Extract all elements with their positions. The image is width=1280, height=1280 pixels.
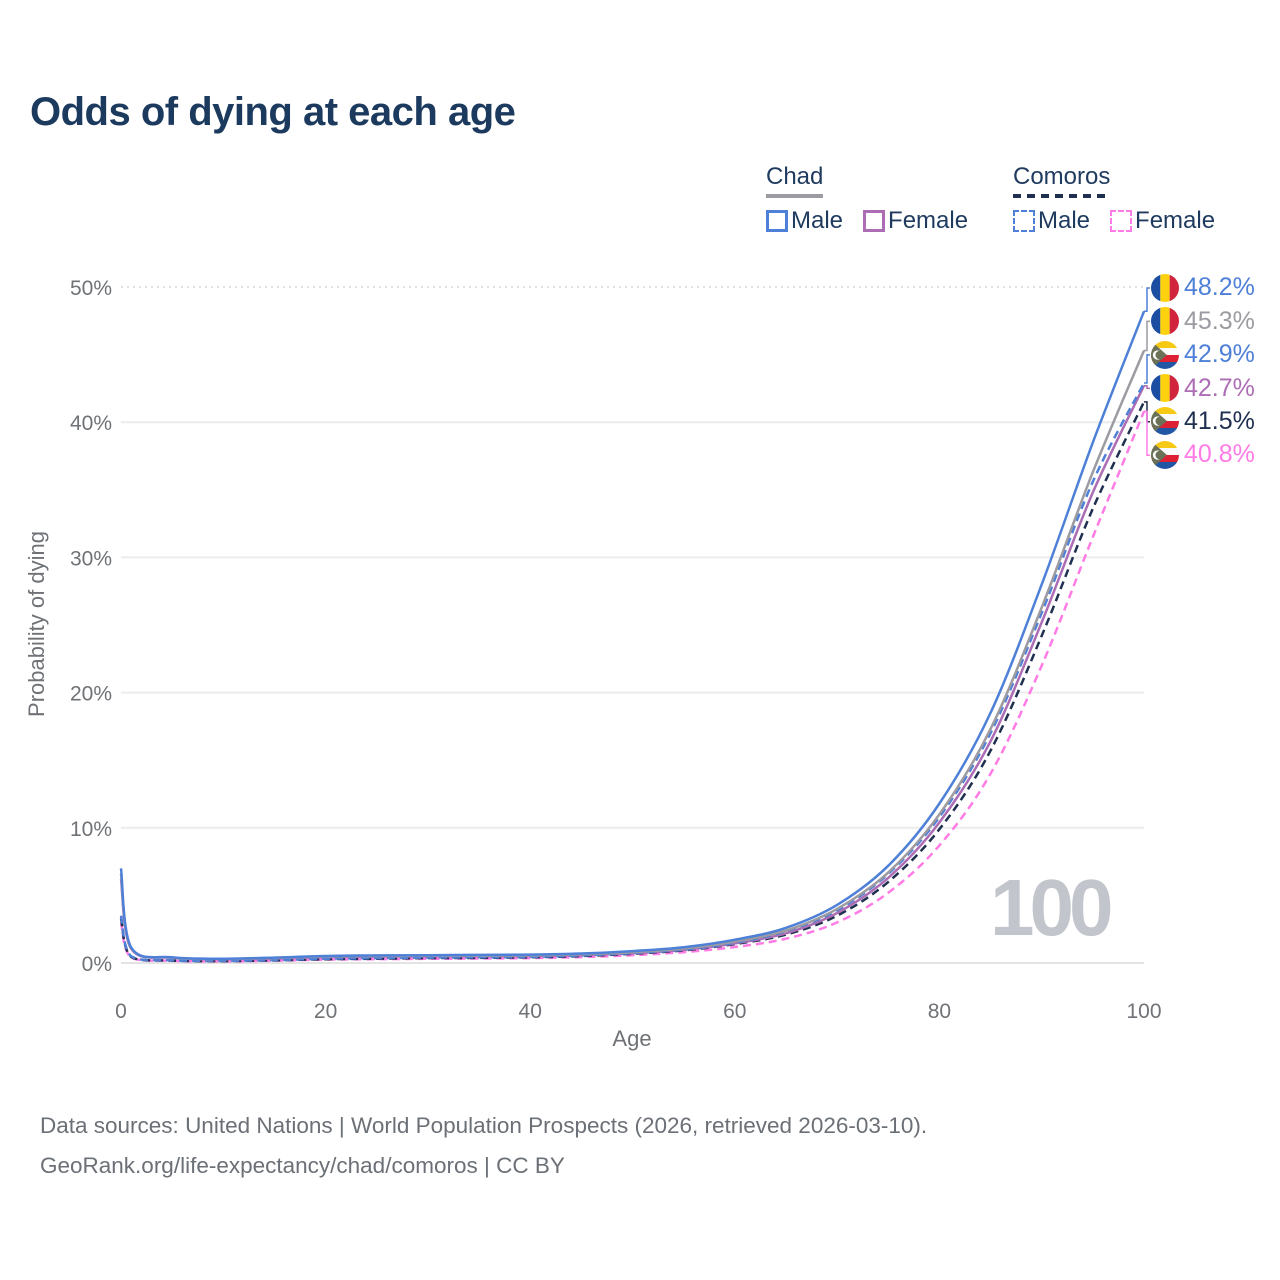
chad-flag-icon — [1151, 374, 1179, 403]
label-connectors — [1144, 287, 1150, 457]
x-tick-label: 80 — [928, 1000, 951, 1023]
footer: Data sources: United Nations | World Pop… — [40, 1106, 927, 1186]
end-label-value-comoros-both: 41.5% — [1184, 406, 1255, 435]
end-label-value-comoros-female: 40.8% — [1184, 440, 1255, 469]
legend-group-chad: Chad Male Female — [766, 163, 988, 235]
end-label-value-chad-female: 42.7% — [1184, 373, 1255, 402]
footer-attribution: GeoRank.org/life-expectancy/chad/comoros… — [40, 1153, 565, 1178]
label-connector-chad-female — [1144, 384, 1150, 390]
x-tick-label: 20 — [314, 1000, 337, 1023]
chad-male-swatch — [766, 210, 788, 232]
chad-flag-icon — [1151, 273, 1179, 302]
legend-label-chad-female: Female — [888, 207, 969, 234]
y-tick-label: 20% — [70, 683, 112, 706]
y-axis-title: Probability of dying — [24, 531, 49, 717]
chad-female-swatch — [863, 210, 886, 232]
legend-group-comoros: Comoros Male Female — [1013, 163, 1235, 235]
end-labels: 48.2% 45.3% 42.9% 42.7% 41.5% 40.8% — [1151, 271, 1255, 472]
x-tick-label: 0 — [115, 1000, 127, 1023]
age-watermark: 100 — [990, 863, 1114, 952]
legend-item-comoros-male[interactable]: Male — [1013, 207, 1090, 235]
comoros-flag-icon — [1151, 340, 1179, 369]
legend-item-chad-male[interactable]: Male — [766, 207, 843, 235]
x-tick-label: 100 — [1126, 1000, 1161, 1023]
comoros-female-swatch — [1110, 210, 1133, 232]
end-label-value-chad-both: 45.3% — [1184, 306, 1255, 335]
legend-item-chad-female[interactable]: Female — [863, 207, 968, 235]
end-label-row-chad-female: 42.7% — [1151, 371, 1255, 404]
comoros-male-swatch — [1013, 210, 1035, 232]
label-connector-chad-male — [1144, 287, 1150, 313]
legend-header-chad-label: Chad — [766, 163, 824, 190]
comoros-line-sample — [1013, 194, 1111, 198]
x-tick-label: 40 — [519, 1000, 542, 1023]
y-tick-label: 40% — [70, 412, 112, 435]
axis-ticks: 0% 10% 20% 30% 40% 50% 0 20 40 60 80 100 — [70, 277, 1162, 1023]
footer-sources: Data sources: United Nations | World Pop… — [40, 1113, 928, 1138]
y-tick-label: 30% — [70, 547, 112, 570]
legend-header-comoros[interactable]: Comoros — [1013, 163, 1111, 198]
series-lines — [119, 310, 1146, 963]
legend-header-comoros-label: Comoros — [1013, 163, 1111, 190]
series-line-chad-male[interactable] — [119, 310, 1146, 960]
legend-label-chad-male: Male — [791, 207, 844, 234]
end-label-row-comoros-male: 42.9% — [1151, 338, 1255, 371]
x-tick-label: 60 — [723, 1000, 746, 1023]
end-label-value-chad-male: 48.2% — [1184, 273, 1255, 302]
chad-line-sample — [766, 194, 824, 198]
end-label-row-comoros-both: 41.5% — [1151, 405, 1255, 438]
y-tick-label: 50% — [70, 277, 112, 300]
y-tick-label: 10% — [70, 818, 112, 841]
label-connector-comoros-female — [1144, 410, 1150, 457]
legend-label-comoros-female: Female — [1135, 207, 1216, 234]
end-label-row-chad-both: 45.3% — [1151, 304, 1255, 337]
legend-label-comoros-male: Male — [1038, 207, 1091, 234]
end-label-value-comoros-male: 42.9% — [1184, 340, 1255, 369]
page-title: Odds of dying at each age — [30, 90, 516, 134]
label-connector-comoros-male — [1144, 354, 1150, 384]
legend-item-comoros-female[interactable]: Female — [1110, 207, 1215, 235]
end-label-row-chad-male: 48.2% — [1151, 271, 1255, 304]
x-axis-title: Age — [612, 1026, 651, 1051]
label-connector-chad-both — [1144, 320, 1150, 352]
legend-header-chad[interactable]: Chad — [766, 163, 824, 198]
end-label-row-comoros-female: 40.8% — [1151, 438, 1255, 471]
chad-flag-icon — [1151, 307, 1179, 336]
y-tick-label: 0% — [82, 953, 112, 976]
gridlines — [121, 286, 1144, 964]
comoros-flag-icon — [1151, 407, 1179, 436]
comoros-flag-icon — [1151, 440, 1179, 469]
